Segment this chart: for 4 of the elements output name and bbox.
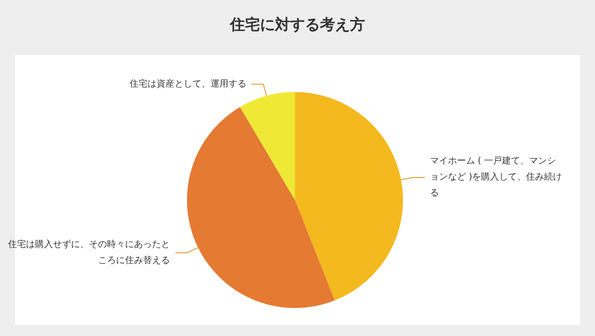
slice-label: 住宅は資産として、運用する	[129, 78, 246, 90]
chart-title: 住宅に対する考え方	[229, 16, 365, 34]
slice-label: 住宅は購入せずに、その時々にあったところに住み替える	[8, 238, 170, 266]
slice-label: マイホーム ( 一戸建て、マンションなど )を購入して、住み続ける	[430, 156, 562, 199]
